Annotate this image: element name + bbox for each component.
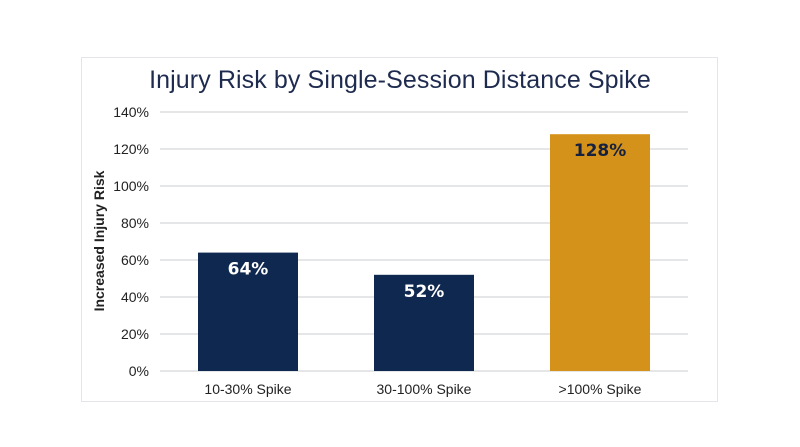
bar — [374, 274, 474, 371]
y-axis-title: Increased Injury Risk — [91, 170, 107, 311]
chart-title: Injury Risk by Single-Session Distance S… — [149, 66, 651, 94]
y-tick-label: 20% — [121, 326, 149, 342]
x-tick-label: 10-30% Spike — [204, 381, 291, 397]
y-tick-label: 0% — [129, 363, 149, 379]
y-tick-label: 40% — [121, 289, 149, 305]
x-axis-ticks: 10-30% Spike 30-100% Spike >100% Spike — [204, 381, 641, 397]
y-tick-label: 80% — [121, 215, 149, 231]
bars — [198, 134, 650, 371]
x-tick-label: 30-100% Spike — [377, 381, 472, 397]
y-tick-label: 120% — [113, 141, 149, 157]
bar-data-label: 52% — [404, 282, 445, 302]
bar-data-label: 128% — [574, 141, 627, 161]
bar — [198, 252, 298, 371]
y-tick-label: 60% — [121, 252, 149, 268]
bar — [550, 134, 650, 371]
bar-data-label: 64% — [228, 260, 269, 280]
data-labels: 64% 52% 128% — [228, 141, 627, 302]
y-tick-label: 100% — [113, 178, 149, 194]
y-tick-label: 140% — [113, 104, 149, 120]
x-tick-label: >100% Spike — [559, 381, 642, 397]
y-axis-ticks: 0% 20% 40% 60% 80% 100% 120% 140% — [113, 104, 149, 379]
